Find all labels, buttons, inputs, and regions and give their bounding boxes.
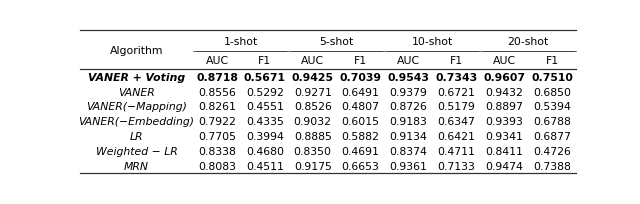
Text: 20-shot: 20-shot xyxy=(508,36,548,46)
Text: 0.6421: 0.6421 xyxy=(437,132,476,141)
Text: VANER: VANER xyxy=(118,87,155,97)
Text: 0.3994: 0.3994 xyxy=(246,132,284,141)
Text: 1-shot: 1-shot xyxy=(224,36,258,46)
Text: F1: F1 xyxy=(354,56,367,66)
Text: 0.5292: 0.5292 xyxy=(246,87,284,97)
Text: 0.9607: 0.9607 xyxy=(483,72,525,82)
Text: 0.7343: 0.7343 xyxy=(435,72,477,82)
Text: F1: F1 xyxy=(450,56,463,66)
Text: 0.6491: 0.6491 xyxy=(342,87,380,97)
Text: 0.8718: 0.8718 xyxy=(196,72,238,82)
Text: 0.8338: 0.8338 xyxy=(198,146,236,156)
Text: 0.8526: 0.8526 xyxy=(294,102,332,112)
Text: MRN: MRN xyxy=(124,161,149,171)
Text: 0.5179: 0.5179 xyxy=(437,102,476,112)
Text: Weighted − LR: Weighted − LR xyxy=(95,146,177,156)
Text: 0.9341: 0.9341 xyxy=(485,132,523,141)
Text: AUC: AUC xyxy=(397,56,420,66)
Text: 0.6877: 0.6877 xyxy=(533,132,571,141)
Text: VANER(−Mapping): VANER(−Mapping) xyxy=(86,102,187,112)
Text: 0.7705: 0.7705 xyxy=(198,132,236,141)
Text: 0.5394: 0.5394 xyxy=(533,102,571,112)
Text: 0.8885: 0.8885 xyxy=(294,132,332,141)
Text: 0.7388: 0.7388 xyxy=(533,161,571,171)
Text: 0.4551: 0.4551 xyxy=(246,102,284,112)
Text: 0.8897: 0.8897 xyxy=(485,102,523,112)
Text: 0.6015: 0.6015 xyxy=(342,117,380,127)
Text: 0.4726: 0.4726 xyxy=(533,146,571,156)
Text: 0.9175: 0.9175 xyxy=(294,161,332,171)
Text: 5-shot: 5-shot xyxy=(319,36,354,46)
Text: 0.4680: 0.4680 xyxy=(246,146,284,156)
Text: 0.6347: 0.6347 xyxy=(437,117,476,127)
Text: 0.6850: 0.6850 xyxy=(533,87,571,97)
Text: 0.4511: 0.4511 xyxy=(246,161,284,171)
Text: 0.9425: 0.9425 xyxy=(292,72,333,82)
Text: 0.8374: 0.8374 xyxy=(390,146,428,156)
Text: 0.4807: 0.4807 xyxy=(342,102,380,112)
Text: 0.8411: 0.8411 xyxy=(485,146,523,156)
Text: Algorithm: Algorithm xyxy=(110,45,163,55)
Text: AUC: AUC xyxy=(493,56,516,66)
Text: 0.7510: 0.7510 xyxy=(531,72,573,82)
Text: 0.6788: 0.6788 xyxy=(533,117,571,127)
Text: VANER(−Embedding): VANER(−Embedding) xyxy=(79,117,195,127)
Text: LR: LR xyxy=(130,132,143,141)
Text: 0.9543: 0.9543 xyxy=(387,72,429,82)
Text: 0.4711: 0.4711 xyxy=(437,146,476,156)
Text: 0.4691: 0.4691 xyxy=(342,146,380,156)
Text: VANER + Voting: VANER + Voting xyxy=(88,72,185,82)
Text: 0.8556: 0.8556 xyxy=(198,87,236,97)
Text: 0.7039: 0.7039 xyxy=(340,72,381,82)
Text: 0.9134: 0.9134 xyxy=(390,132,428,141)
Text: AUC: AUC xyxy=(205,56,228,66)
Text: 0.5882: 0.5882 xyxy=(342,132,380,141)
Text: F1: F1 xyxy=(545,56,559,66)
Text: 0.5671: 0.5671 xyxy=(244,72,286,82)
Text: 0.9393: 0.9393 xyxy=(485,117,523,127)
Text: 0.9271: 0.9271 xyxy=(294,87,332,97)
Text: 0.7922: 0.7922 xyxy=(198,117,236,127)
Text: 0.7133: 0.7133 xyxy=(437,161,476,171)
Text: 0.9361: 0.9361 xyxy=(390,161,428,171)
Text: 0.8083: 0.8083 xyxy=(198,161,236,171)
Text: 0.9379: 0.9379 xyxy=(390,87,428,97)
Text: 0.4335: 0.4335 xyxy=(246,117,284,127)
Text: 0.8726: 0.8726 xyxy=(390,102,428,112)
Text: 0.9183: 0.9183 xyxy=(390,117,428,127)
Text: 0.6721: 0.6721 xyxy=(437,87,476,97)
Text: 0.9432: 0.9432 xyxy=(485,87,523,97)
Text: 0.8350: 0.8350 xyxy=(294,146,332,156)
Text: 10-shot: 10-shot xyxy=(412,36,453,46)
Text: AUC: AUC xyxy=(301,56,324,66)
Text: 0.9032: 0.9032 xyxy=(294,117,332,127)
Text: 0.8261: 0.8261 xyxy=(198,102,236,112)
Text: F1: F1 xyxy=(259,56,271,66)
Text: 0.6653: 0.6653 xyxy=(342,161,380,171)
Text: 0.9474: 0.9474 xyxy=(485,161,523,171)
